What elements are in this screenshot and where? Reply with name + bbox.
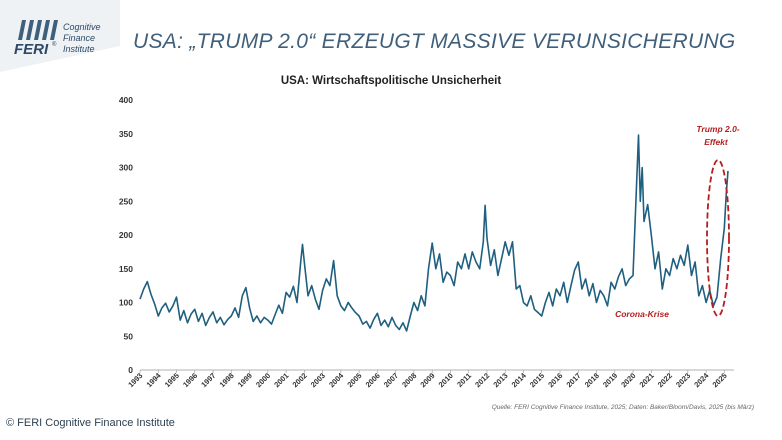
x-axis: 1993 1994 1995 1996 1997 1998 1999 2000 2001 2002… <box>126 369 734 389</box>
trump-effect-label-line1: Trump 2.0- <box>696 124 739 134</box>
x-tick-label: 2010 <box>437 371 455 389</box>
x-tick-label: 2009 <box>418 371 436 389</box>
x-tick-label: 2005 <box>345 371 363 389</box>
y-tick-label: 100 <box>119 298 133 308</box>
feri-logo: FERI ® Cognitive Finance Institute <box>8 6 108 66</box>
logo-mark: FERI <box>14 41 49 58</box>
y-axis: 0 50 100 150 200 250 300 350 400 <box>119 95 133 375</box>
logo-line1: Cognitive <box>63 22 101 32</box>
x-tick-label: 2024 <box>692 370 711 389</box>
feri-logo-mark-icon: FERI ® Cognitive Finance Institute <box>14 20 101 58</box>
x-tick-label: 2021 <box>638 371 656 389</box>
y-tick-label: 350 <box>119 129 133 139</box>
logo-line2: Finance <box>63 33 95 43</box>
x-tick-label: 2022 <box>656 371 674 389</box>
trump-effect-ellipse <box>706 159 730 317</box>
x-tick-label: 1995 <box>163 371 181 389</box>
logo-line3: Institute <box>63 44 95 54</box>
logo-panel <box>0 0 120 72</box>
x-tick-label: 2015 <box>528 371 546 389</box>
x-tick-label: 2013 <box>491 371 509 389</box>
corona-label: Corona-Krise <box>615 309 669 319</box>
x-tick-label: 2007 <box>382 371 400 389</box>
source-note: Quelle: FERI Cognitive Finance Institute… <box>491 404 754 411</box>
x-tick-label: 2002 <box>291 371 309 389</box>
x-tick-label: 2018 <box>583 371 601 389</box>
x-tick-label: 2020 <box>619 371 637 389</box>
x-tick-label: 1997 <box>199 371 217 389</box>
x-tick-label: 2017 <box>565 371 583 389</box>
x-tick-label: 2025 <box>711 371 729 389</box>
x-tick-label: 2000 <box>254 371 272 389</box>
y-tick-label: 200 <box>119 230 133 240</box>
slide-title: USA: „TRUMP 2.0“ ERZEUGT MASSIVE VERUNSI… <box>133 30 736 53</box>
x-tick-label: 2016 <box>546 371 564 389</box>
x-tick-label: 2011 <box>455 371 473 389</box>
x-tick-label: 1996 <box>181 371 199 389</box>
y-tick-label: 50 <box>124 331 134 341</box>
x-tick-label: 2012 <box>473 371 491 389</box>
y-tick-label: 250 <box>119 196 133 206</box>
x-tick-label: 1999 <box>236 371 254 389</box>
series-line <box>139 134 729 332</box>
y-tick-label: 400 <box>119 95 133 105</box>
chart-title: USA: Wirtschaftspolitische Unsicherheit <box>280 75 502 87</box>
y-tick-label: 0 <box>128 365 133 375</box>
logo-registered: ® <box>52 41 57 48</box>
x-tick-label: 2014 <box>510 370 529 389</box>
x-tick-label: 2023 <box>674 371 692 389</box>
y-tick-label: 150 <box>119 264 133 274</box>
x-tick-label: 2001 <box>272 371 290 389</box>
x-tick-label: 2004 <box>327 370 346 389</box>
x-tick-label: 2003 <box>309 371 327 389</box>
x-tick-label: 1998 <box>218 371 236 389</box>
copyright: © FERI Cognitive Finance Institute <box>6 417 175 429</box>
y-tick-label: 300 <box>119 163 133 173</box>
x-tick-label: 1994 <box>145 370 164 389</box>
trump-effect-label-line2: Effekt <box>704 137 729 147</box>
x-tick-label: 2008 <box>400 371 418 389</box>
x-tick-label: 2019 <box>601 371 619 389</box>
x-tick-label: 2006 <box>364 371 382 389</box>
